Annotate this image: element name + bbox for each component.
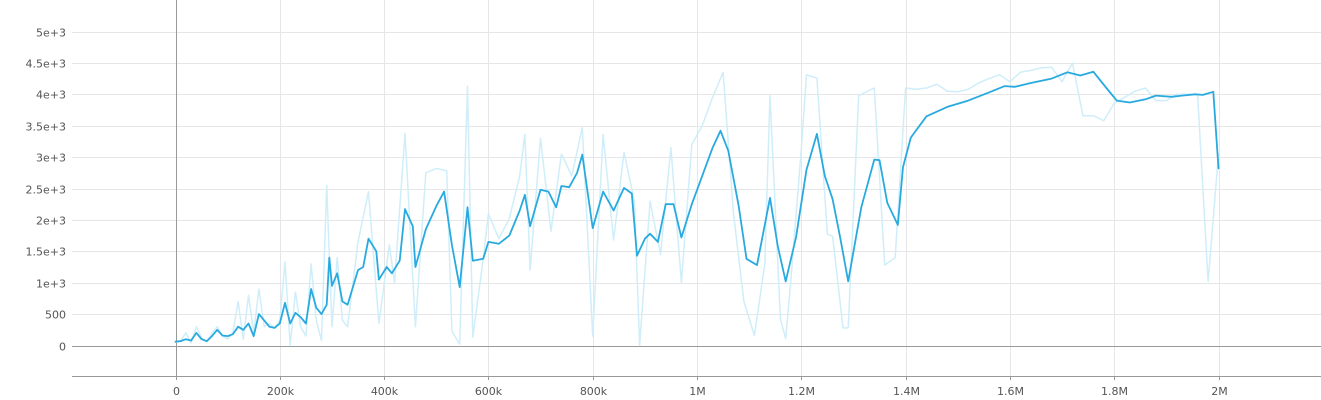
- x-tick-label: 600k: [475, 385, 503, 398]
- x-tick-label: 2M: [1211, 385, 1228, 398]
- x-tick-label: 1.8M: [1101, 385, 1128, 398]
- x-tick-labels: 0 200k 400k 600k 800k 1M 1.2M 1.4M 1.6M 1.8M 2M: [173, 385, 1228, 398]
- axes: [72, 0, 1321, 380]
- x-tick-label: 200k: [267, 385, 295, 398]
- y-tick-label: 1e+3: [36, 278, 66, 291]
- y-tick-label: 2.5e+3: [26, 184, 66, 197]
- y-tick-label: 0: [59, 341, 66, 354]
- y-tick-label: 4.5e+3: [26, 58, 66, 71]
- x-tick-label: 1M: [689, 385, 706, 398]
- series-layer: [174, 62, 1220, 347]
- x-tick-label: 400k: [371, 385, 399, 398]
- y-tick-labels: 0 500 1e+3 1.5e+3 2e+3 2.5e+3 3e+3 3.5e+3 4e+3 4.…: [26, 27, 66, 354]
- series-line-raw: [174, 62, 1220, 347]
- x-tick-label: 1.6M: [997, 385, 1024, 398]
- y-tick-label: 500: [45, 309, 66, 322]
- x-tick-label: 1.2M: [788, 385, 815, 398]
- y-tick-label: 4e+3: [36, 89, 66, 102]
- y-tick-label: 3e+3: [36, 152, 66, 165]
- y-tick-label: 3.5e+3: [26, 121, 66, 134]
- y-tick-label: 5e+3: [36, 27, 66, 40]
- x-tick-label: 0: [173, 385, 180, 398]
- y-tick-label: 1.5e+3: [26, 246, 66, 259]
- y-tick-label: 2e+3: [36, 215, 66, 228]
- series-line-smoothed: [174, 70, 1220, 343]
- x-tick-label: 800k: [580, 385, 608, 398]
- x-tick-label: 1.4M: [893, 385, 920, 398]
